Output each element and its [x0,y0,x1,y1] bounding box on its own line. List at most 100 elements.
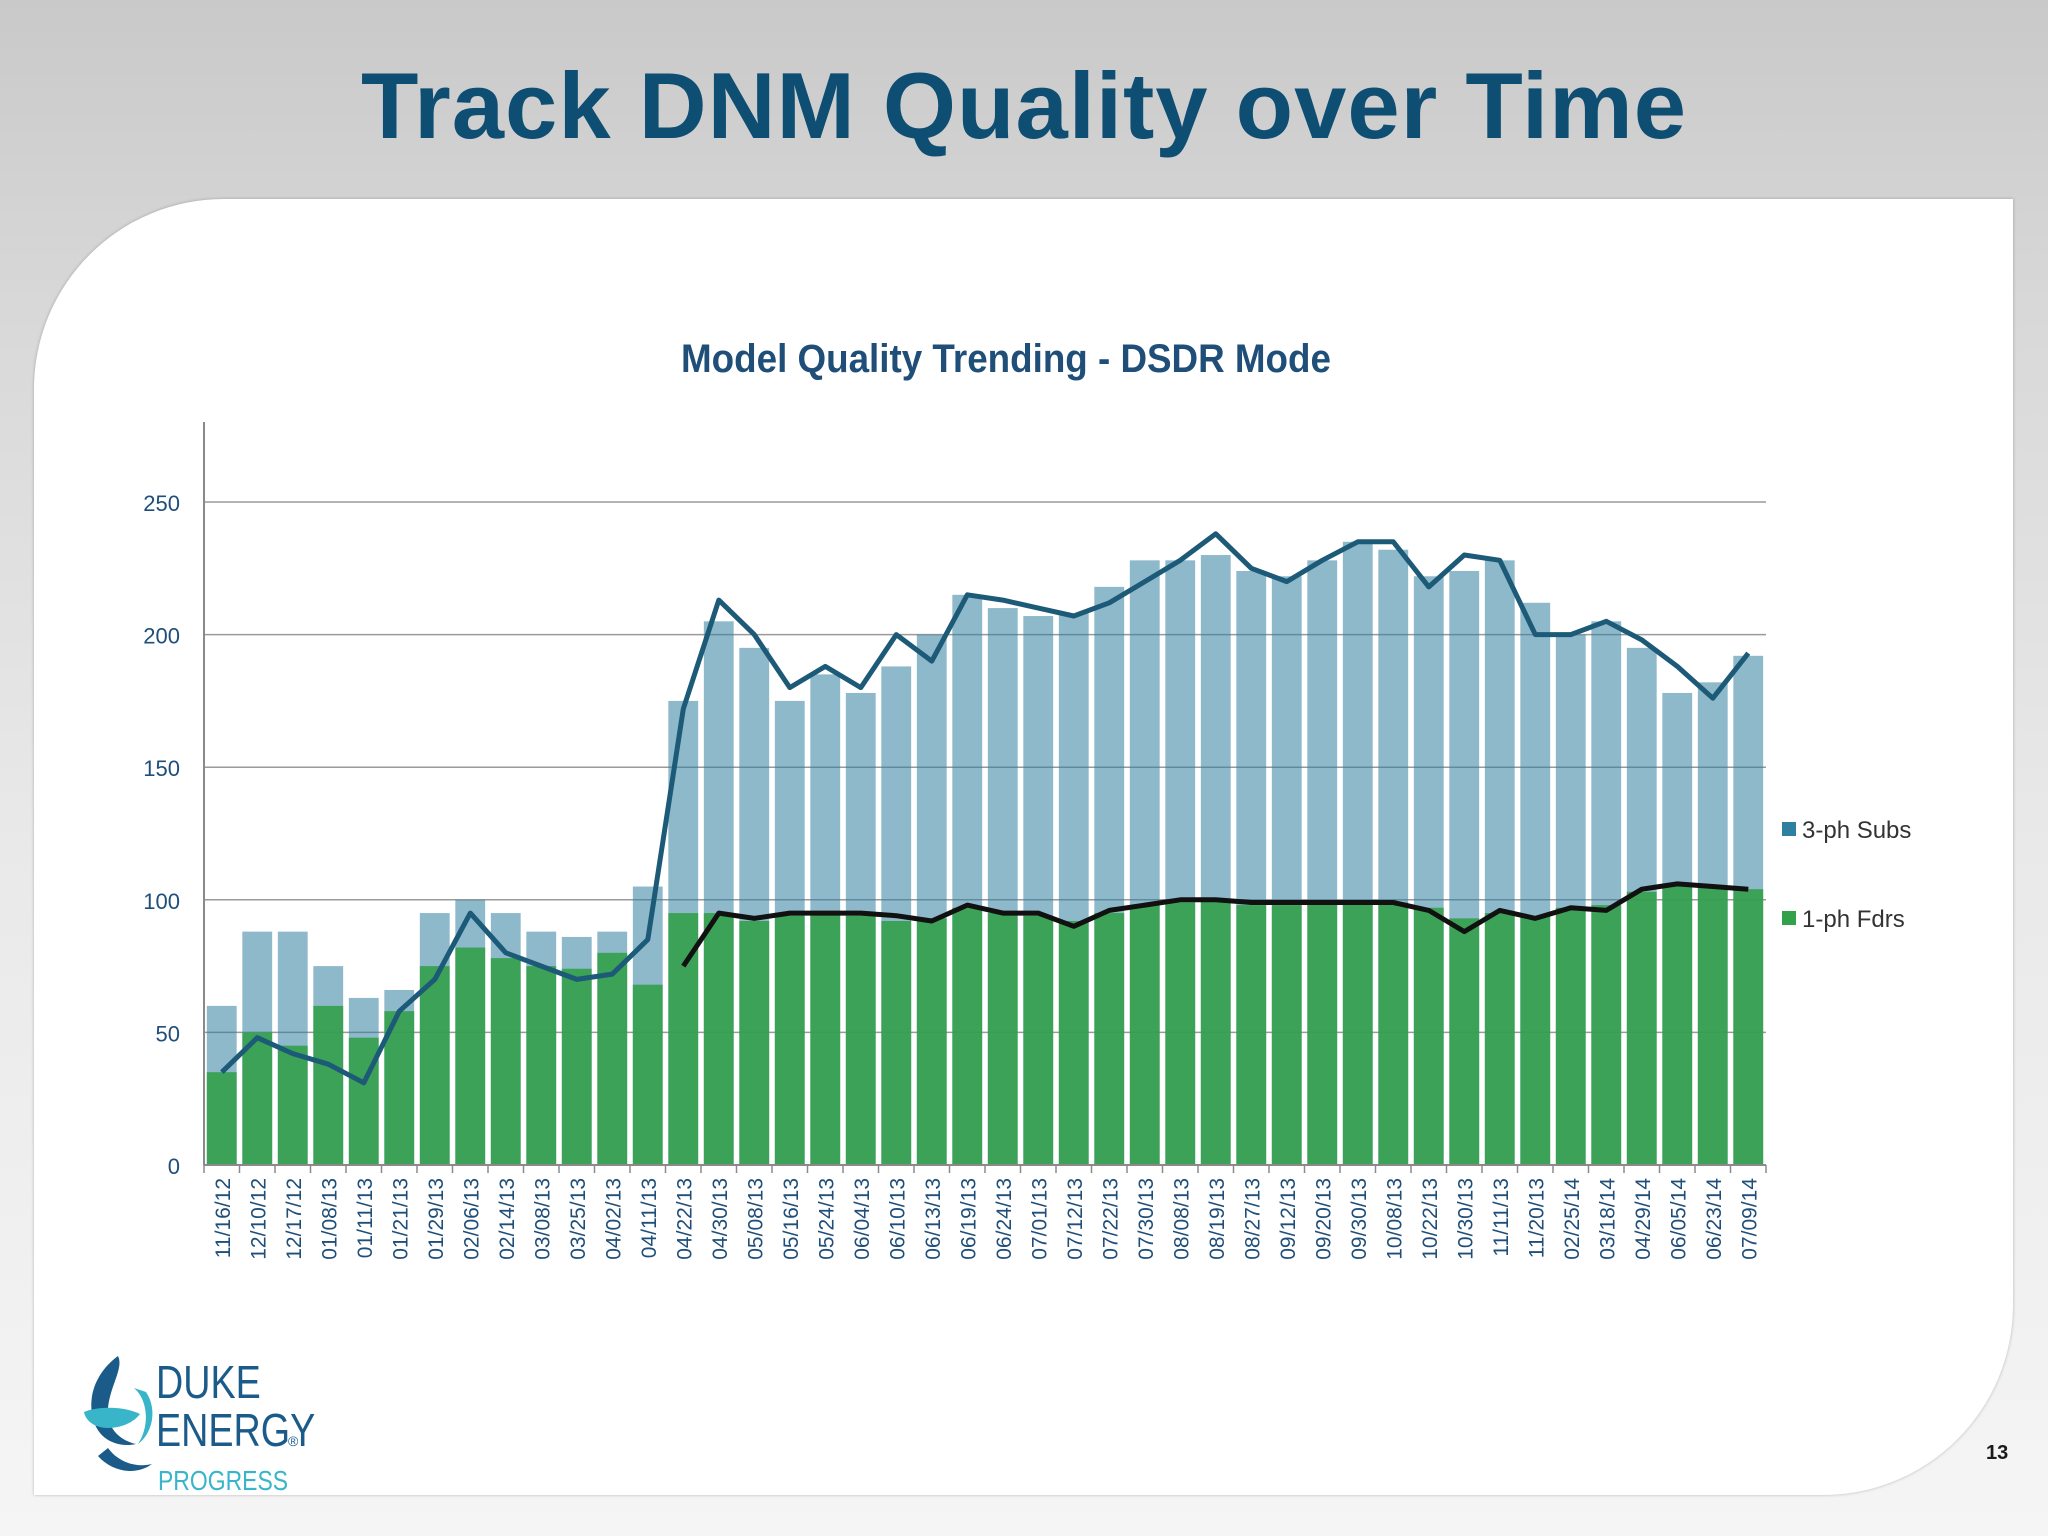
y-tick-label: 150 [143,756,180,781]
x-tick-label: 06/13/13 [922,1178,945,1260]
x-tick-label: 07/12/13 [1064,1178,1087,1260]
bar-1ph-fdrs [1378,902,1409,1165]
bar-1ph-fdrs [1484,913,1515,1165]
x-tick-label: 02/25/14 [1561,1178,1584,1260]
x-tick-label: 05/24/13 [815,1178,838,1260]
x-tick-label: 06/24/13 [993,1178,1016,1260]
bar-1ph-fdrs [845,915,876,1165]
bar-1ph-fdrs [1520,915,1551,1165]
trend-line-subs [220,531,1751,1086]
logo-duke: DUKE [156,1356,261,1407]
bar-1ph-fdrs [597,952,628,1165]
x-tick-label: 12/10/12 [247,1178,270,1260]
bar-1ph-fdrs [703,913,734,1165]
logo-swirl-icon [84,1356,153,1471]
bar-1ph-fdrs [1449,918,1480,1165]
slide-title: Track DNM Quality over Time [360,53,1688,158]
bar-1ph-fdrs [1342,902,1373,1165]
legend-label-subs: 3-ph Subs [1802,817,1911,844]
bar-1ph-fdrs [987,913,1018,1165]
y-tick-label: 100 [143,889,180,914]
page-number: 13 [1986,1442,2009,1464]
y-tick-label: 50 [156,1021,180,1046]
y-tick-label: 200 [143,624,180,649]
bar-1ph-fdrs [1307,902,1338,1165]
x-tick-label: 12/17/12 [283,1178,306,1260]
x-tick-label: 04/29/14 [1632,1178,1655,1260]
bar-1ph-fdrs [1200,899,1231,1165]
x-tick-label: 11/20/13 [1525,1178,1548,1258]
x-tick-label: 10/22/13 [1419,1178,1442,1260]
logo-registered: ® [288,1433,299,1449]
bar-1ph-fdrs [1165,902,1196,1165]
bar-1ph-fdrs [1733,889,1764,1165]
x-tick-label: 08/08/13 [1170,1178,1193,1260]
bar-1ph-fdrs [1697,886,1728,1165]
bar-1ph-fdrs [455,947,486,1165]
bar-1ph-fdrs [952,907,983,1165]
bar-1ph-fdrs [206,1072,237,1165]
bar-1ph-fdrs [1662,883,1693,1165]
x-tick-label: 06/10/13 [886,1178,909,1260]
x-tick-label: 03/18/14 [1596,1178,1619,1260]
bar-1ph-fdrs [242,1032,273,1165]
x-tick-label: 11/16/12 [212,1178,235,1258]
logo-energy: ENERGY [156,1404,315,1455]
x-tick-label: 01/11/13 [354,1178,377,1258]
x-tick-label: 05/16/13 [780,1178,803,1260]
x-tick-label: 07/09/14 [1738,1178,1761,1260]
bar-1ph-fdrs [561,968,592,1165]
bar-1ph-fdrs [1094,913,1125,1165]
x-tick-label: 09/20/13 [1312,1178,1335,1260]
x-tick-label: 04/02/13 [602,1178,625,1260]
bar-1ph-fdrs [632,984,663,1165]
x-tick-label: 05/08/13 [744,1178,767,1260]
x-tick-label: 10/08/13 [1383,1178,1406,1260]
bar-1ph-fdrs [1023,915,1054,1165]
bar-1ph-fdrs [1413,907,1444,1165]
x-tick-label: 04/11/13 [638,1178,661,1258]
x-tick-label: 04/22/13 [673,1178,696,1260]
bar-1ph-fdrs [916,918,947,1165]
x-tick-label: 06/23/14 [1703,1178,1726,1260]
x-tick-label: 01/29/13 [425,1178,448,1260]
x-tick-label: 06/05/14 [1667,1178,1690,1260]
x-tick-label: 01/21/13 [389,1178,412,1260]
x-tick-label: 07/30/13 [1135,1178,1158,1260]
y-tick-label: 0 [168,1154,180,1179]
x-tick-label: 11/11/13 [1490,1178,1513,1257]
bar-1ph-fdrs [1555,907,1586,1165]
x-tick-label: 07/01/13 [1028,1178,1051,1260]
logo-progress: PROGRESS [158,1466,288,1497]
legend-label-fdrs: 1-ph Fdrs [1802,906,1905,933]
x-tick-label: 03/08/13 [531,1178,554,1260]
x-tick-label: 02/14/13 [496,1178,519,1260]
legend-swatch-fdrs [1782,911,1796,925]
bar-1ph-fdrs [526,966,557,1165]
bar-1ph-fdrs [739,921,770,1165]
x-tick-label: 03/25/13 [567,1178,590,1260]
bar-1ph-fdrs [1591,905,1622,1165]
x-tick-label: 08/27/13 [1241,1178,1264,1260]
duke-energy-logo: DUKE ENERGY ® PROGRESS [84,1356,315,1497]
x-tick-label: 09/12/13 [1277,1178,1300,1260]
bar-1ph-fdrs [1271,905,1302,1165]
x-tick-label: 01/08/13 [318,1178,341,1260]
y-tick-label: 250 [143,491,180,516]
x-tick-label: 04/30/13 [709,1178,732,1260]
bar-1ph-fdrs [1058,921,1089,1165]
x-tick-label: 10/30/13 [1454,1178,1477,1260]
bar-1ph-fdrs [277,1045,308,1165]
bar-1ph-fdrs [881,921,912,1165]
x-tick-label: 02/06/13 [460,1178,483,1260]
x-tick-label: 06/04/13 [851,1178,874,1260]
bar-1ph-fdrs [1236,905,1267,1165]
chart-title: Model Quality Trending - DSDR Mode [681,337,1331,382]
bar-1ph-fdrs [1626,891,1657,1165]
bar-1ph-fdrs [810,913,841,1165]
legend-swatch-subs [1782,822,1796,836]
x-tick-label: 06/19/13 [957,1178,980,1260]
x-tick-label: 07/22/13 [1099,1178,1122,1260]
x-tick-label: 09/30/13 [1348,1178,1371,1260]
